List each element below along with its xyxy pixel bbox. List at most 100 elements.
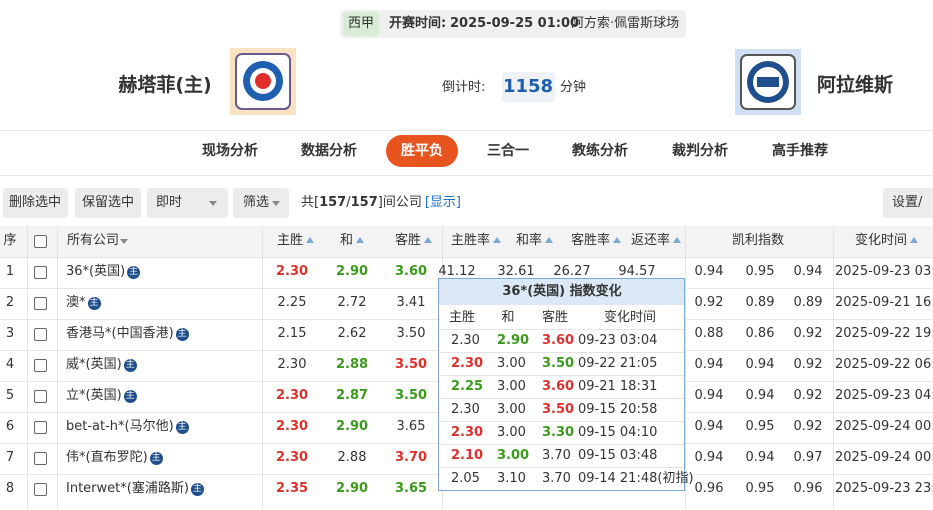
checkbox[interactable] [34,483,47,496]
change-time: 2025-09-23 04:27 [835,388,933,403]
settings-button[interactable]: 设置/ [892,195,923,210]
sort-arrow [673,237,682,243]
popup-odds: 2.30 [451,402,480,417]
countdown-box [502,72,555,102]
tab[interactable]: 现场分析 [202,143,258,159]
checkbox[interactable] [34,266,47,279]
kelly: 0.92 [694,295,724,310]
popup-odds: 2.05 [451,471,480,486]
popup-odds: 3.50 [542,356,575,371]
popup-odds: 3.70 [542,448,571,463]
tab[interactable]: 高手推荐 [772,143,828,159]
checkbox[interactable] [34,359,47,372]
popup-time: 09-23 03:04 [578,333,658,348]
row-index: 4 [5,357,15,372]
row-index: 2 [5,295,15,310]
popup-row-border [439,329,684,330]
checkbox[interactable] [34,328,47,341]
tab[interactable]: 教练分析 [572,143,628,159]
host-badge: 主 [190,483,204,496]
row-index: 5 [5,388,15,403]
popup-time: 09-15 04:10 [578,425,658,440]
kelly: 0.92 [793,326,823,341]
popup-time: 09-15 20:58 [578,402,658,417]
header-home: 主胜 [277,233,304,248]
tab[interactable]: 三合一 [487,143,529,159]
popup-row-border [439,467,684,468]
host-badge: 主 [87,297,101,310]
odds: 3.50 [396,326,426,341]
popup-odds: 3.00 [497,379,526,394]
popup-odds: 3.70 [542,471,571,486]
tab[interactable]: 裁判分析 [672,143,728,159]
rate: 32.61 [497,264,535,279]
tab[interactable]: 数据分析 [301,143,357,159]
popup-row-border [439,444,684,445]
rate: 26.27 [553,264,591,279]
company-name: 36*(英国) [66,264,126,279]
active-tab-bg [386,135,458,167]
filter-select[interactable]: 筛选 [243,195,270,210]
sort-arrow [424,237,433,243]
company-name: 立*(英国) [66,388,122,403]
away-logo [735,49,801,115]
checkbox[interactable] [34,235,47,248]
odds: 3.65 [394,481,428,496]
kelly: 0.94 [793,264,823,279]
odds: 3.41 [396,295,426,310]
kelly: 0.92 [793,357,823,372]
checkbox[interactable] [34,390,47,403]
button-bg [3,188,68,218]
button[interactable]: 删除选中 [8,195,62,210]
sort-arrow [356,237,365,243]
kelly: 0.89 [793,295,823,310]
header-away: 客胜 [395,233,422,248]
show-link[interactable]: [显示] [424,195,461,210]
button-bg [75,188,141,218]
table-header-bg [0,226,933,257]
header-kelly: 凯利指数 [731,233,785,248]
checkbox[interactable] [34,421,47,434]
popup-header: 主胜 [448,310,476,325]
odds: 2.88 [337,450,367,465]
popup-odds: 2.30 [451,425,484,440]
popup-time: 09-21 18:31 [578,379,658,394]
checkbox[interactable] [34,297,47,310]
header-home-rate: 主胜率 [451,233,491,248]
dropdown-arrow [272,201,280,206]
popup-row-border [439,375,684,376]
company-count: / [346,195,351,210]
header-return-rate: 返还率 [631,233,671,248]
countdown: 1158 [502,76,554,97]
mode-select[interactable]: 即时 [156,195,183,210]
kelly: 0.95 [745,419,775,434]
odds: 2.30 [275,264,309,279]
tab[interactable]: 胜平负 [401,143,443,159]
column-border [833,226,834,510]
change-time: 2025-09-22 06:28 [835,357,933,372]
popup-odds: 2.30 [451,333,480,348]
sort-arrow [306,237,315,243]
odds: 3.70 [394,450,428,465]
odds: 2.90 [335,481,369,496]
popup-odds: 3.30 [542,425,575,440]
button[interactable]: 保留选中 [81,195,135,210]
countdown-label: 倒计时: [442,80,486,95]
header-index: 序 [3,233,17,248]
header-away-rate: 客胜率 [571,233,611,248]
column-border [685,226,686,510]
odds: 2.62 [337,326,367,341]
kelly: 0.86 [745,326,775,341]
company-name: 澳* [66,295,86,310]
column-border [262,226,263,510]
away-team: 阿拉维斯 [816,74,894,96]
checkbox[interactable] [34,452,47,465]
host-badge: 主 [123,359,137,372]
popup-header: 客胜 [541,310,569,325]
kickoff-time: 2025-09-25 01:00 [450,16,580,31]
kelly: 0.94 [694,264,724,279]
row-border [0,257,933,258]
company-count: 共[ [301,195,320,210]
kelly: 0.95 [745,264,775,279]
sort-arrow [493,237,502,243]
